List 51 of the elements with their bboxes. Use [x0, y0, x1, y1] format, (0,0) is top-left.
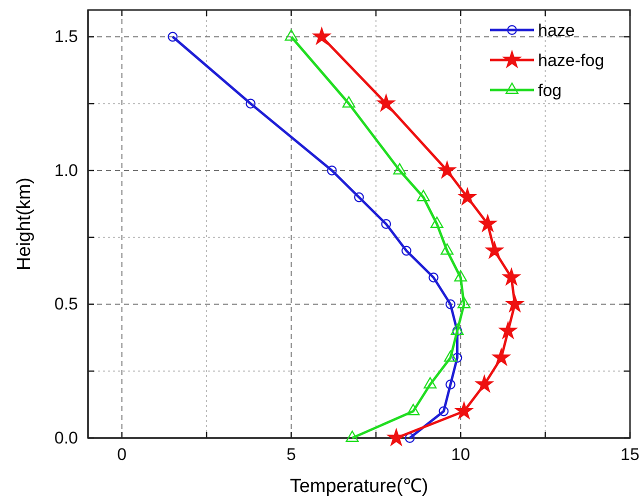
point	[458, 188, 476, 205]
point	[445, 380, 456, 390]
point	[424, 377, 437, 388]
point	[444, 350, 457, 362]
y-tick-label: 1.0	[54, 160, 78, 180]
legend-label: fog	[538, 81, 562, 100]
point	[388, 428, 405, 446]
point	[450, 324, 464, 335]
point	[346, 430, 359, 442]
point	[406, 404, 420, 416]
y-tick-label: 0.0	[54, 428, 78, 448]
point	[499, 322, 517, 338]
x-tick-label: 0	[117, 445, 127, 464]
point	[438, 161, 456, 178]
point	[430, 216, 444, 228]
point	[381, 219, 392, 229]
x-tick-label: 10	[451, 445, 470, 464]
point	[438, 406, 449, 416]
point	[506, 295, 524, 312]
point	[445, 299, 456, 310]
legend-label: haze-fog	[538, 51, 604, 70]
point	[454, 270, 468, 282]
point	[401, 246, 412, 256]
point	[393, 163, 406, 174]
point	[377, 94, 395, 112]
point	[428, 272, 438, 282]
x-tick-label: 15	[620, 445, 640, 464]
point	[486, 242, 504, 258]
y-tick-label: 0.5	[54, 294, 78, 314]
point	[404, 433, 415, 443]
y-axis-title: Height(km)	[14, 178, 35, 270]
point	[455, 402, 473, 419]
point	[354, 192, 364, 202]
point	[284, 29, 298, 41]
legend-label: haze	[538, 21, 575, 40]
x-axis-title: Temperature(℃)	[290, 476, 428, 497]
point	[458, 296, 470, 308]
point	[479, 214, 496, 232]
point	[502, 268, 520, 285]
point	[313, 28, 330, 44]
y-tick-label: 1.5	[54, 27, 78, 46]
point	[452, 352, 462, 363]
point	[326, 166, 337, 176]
point	[476, 375, 493, 392]
point	[168, 32, 178, 42]
point	[342, 96, 356, 108]
x-tick-label: 5	[286, 445, 296, 464]
point	[440, 243, 454, 255]
point	[246, 98, 256, 109]
point	[492, 348, 510, 366]
point	[416, 190, 430, 202]
